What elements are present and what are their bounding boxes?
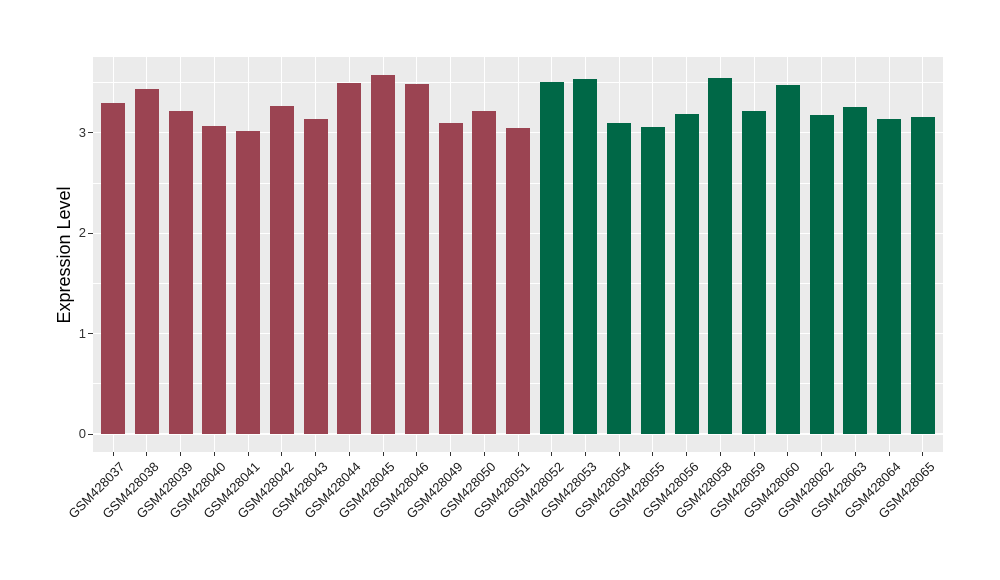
bar <box>134 88 159 434</box>
bar <box>910 116 935 434</box>
bar <box>506 127 530 434</box>
y-axis-tick-label: 2 <box>78 225 86 241</box>
bar <box>438 122 463 434</box>
x-tick-mark <box>315 452 317 456</box>
y-axis-tick-label: 1 <box>78 325 86 341</box>
y-axis-tick-label: 0 <box>78 426 86 441</box>
bar <box>202 125 227 434</box>
x-tick-mark <box>213 452 215 456</box>
bar <box>472 110 497 434</box>
bar <box>236 130 261 434</box>
bar <box>371 74 396 434</box>
x-tick-mark <box>483 452 485 456</box>
bar <box>809 114 834 434</box>
x-tick-mark <box>551 452 553 456</box>
bar <box>539 81 564 434</box>
x-tick-mark <box>112 452 114 456</box>
y-tick-mark <box>88 333 93 335</box>
y-tick-mark <box>88 232 93 234</box>
x-tick-mark <box>652 452 654 456</box>
y-tick-mark <box>88 132 93 134</box>
plot-panel <box>93 57 943 452</box>
x-tick-mark <box>584 452 586 456</box>
bar <box>168 110 193 434</box>
bar <box>337 82 362 434</box>
x-tick-mark <box>348 452 350 456</box>
x-tick-mark <box>719 452 721 456</box>
bar <box>674 113 699 434</box>
x-tick-mark <box>618 452 620 456</box>
bar <box>742 110 767 434</box>
x-tick-mark <box>180 452 182 456</box>
y-axis-title: Expression Level <box>54 185 74 324</box>
x-tick-mark <box>686 452 688 456</box>
x-tick-mark <box>382 452 384 456</box>
x-tick-mark <box>753 452 755 456</box>
bar <box>843 106 868 434</box>
x-tick-mark <box>787 452 789 456</box>
bar <box>775 84 800 434</box>
bar <box>101 102 126 434</box>
bar <box>573 78 598 434</box>
y-tick-mark <box>88 433 93 435</box>
y-axis-tick-label: 3 <box>78 124 86 140</box>
bar <box>303 118 328 434</box>
x-tick-mark <box>888 452 890 456</box>
x-tick-mark <box>247 452 249 456</box>
x-tick-mark <box>416 452 418 456</box>
x-tick-mark <box>854 452 856 456</box>
bar <box>607 122 632 434</box>
x-tick-mark <box>281 452 283 456</box>
bar <box>404 83 429 434</box>
x-tick-mark <box>922 452 924 456</box>
x-tick-mark <box>821 452 823 456</box>
x-tick-mark <box>450 452 452 456</box>
x-tick-mark <box>517 452 519 456</box>
bar <box>640 126 665 434</box>
x-tick-mark <box>146 452 148 456</box>
bar <box>708 77 733 434</box>
bar <box>269 105 294 434</box>
bar <box>877 118 902 434</box>
